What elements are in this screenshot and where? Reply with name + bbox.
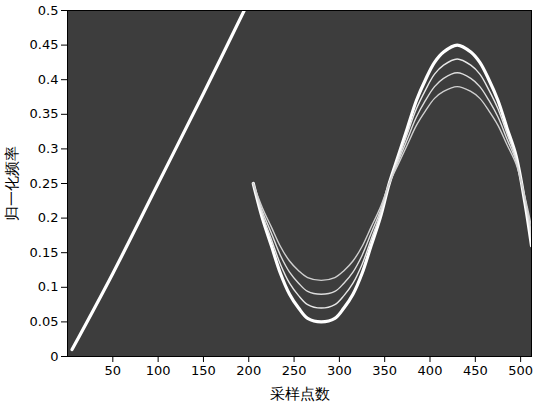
svg-text:0.05: 0.05: [30, 314, 59, 329]
svg-text:450: 450: [463, 363, 488, 378]
svg-text:0: 0: [50, 349, 58, 364]
svg-text:0.2: 0.2: [38, 210, 59, 225]
svg-text:0.1: 0.1: [38, 279, 59, 294]
svg-text:采样点数: 采样点数: [270, 385, 330, 403]
svg-text:500: 500: [508, 363, 533, 378]
svg-text:0.25: 0.25: [30, 176, 59, 191]
svg-text:200: 200: [236, 363, 261, 378]
svg-text:400: 400: [418, 363, 443, 378]
svg-text:100: 100: [146, 363, 171, 378]
svg-text:150: 150: [191, 363, 216, 378]
svg-text:350: 350: [372, 363, 397, 378]
svg-text:0.4: 0.4: [38, 72, 59, 87]
svg-text:0.3: 0.3: [38, 141, 59, 156]
svg-text:归一化频率: 归一化频率: [3, 146, 21, 221]
svg-text:0.45: 0.45: [30, 37, 59, 52]
svg-text:0.35: 0.35: [30, 106, 59, 121]
svg-text:0.5: 0.5: [38, 3, 59, 18]
svg-text:50: 50: [105, 363, 122, 378]
svg-text:250: 250: [282, 363, 307, 378]
svg-text:0.15: 0.15: [30, 245, 59, 260]
svg-text:300: 300: [327, 363, 352, 378]
